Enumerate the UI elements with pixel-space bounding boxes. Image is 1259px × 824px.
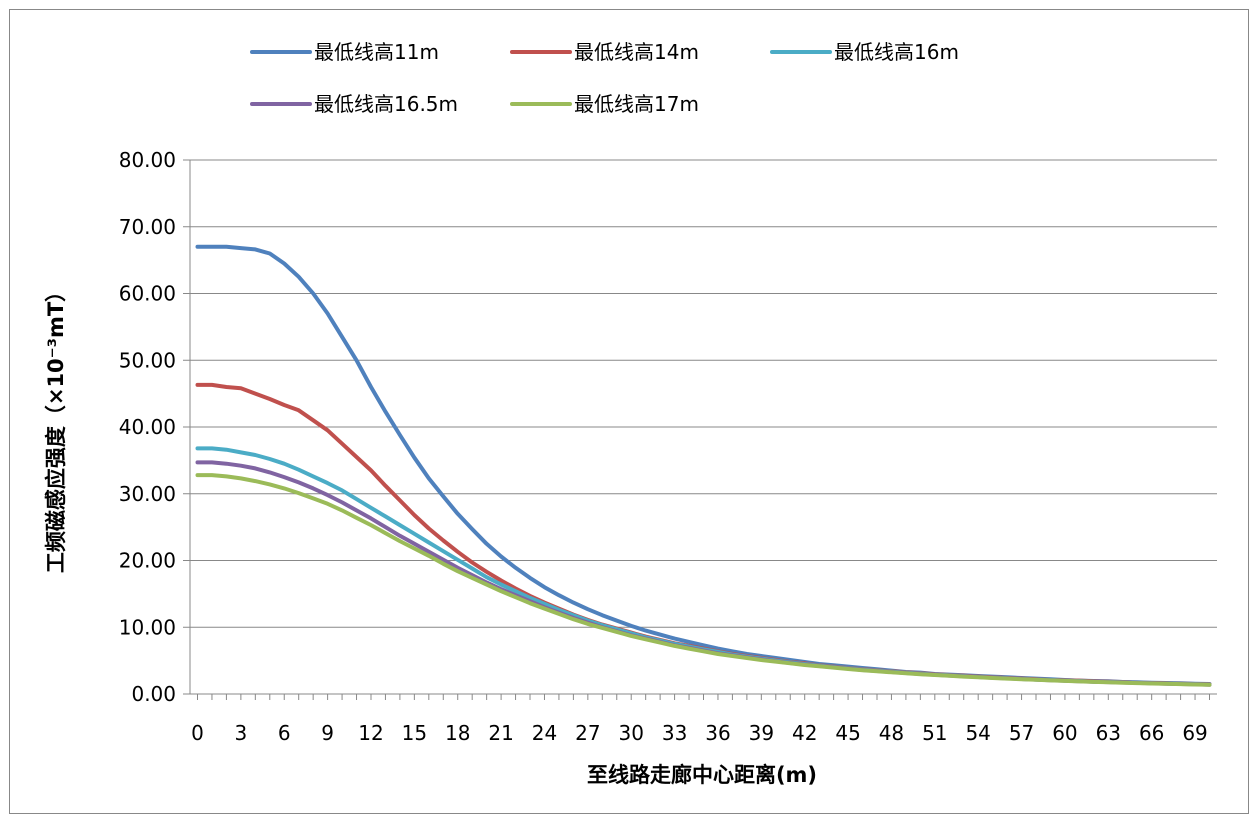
x-tick-label: 66 (1139, 721, 1164, 745)
x-tick-label: 63 (1096, 721, 1121, 745)
x-tick-label: 9 (321, 721, 334, 745)
x-tick-label: 69 (1182, 721, 1207, 745)
y-tick-label: 20.00 (119, 549, 176, 573)
x-tick-label: 36 (705, 721, 730, 745)
x-tick-label: 12 (358, 721, 383, 745)
y-tick-label: 80.00 (119, 148, 176, 172)
x-tick-label: 48 (879, 721, 904, 745)
y-tick-label: 10.00 (119, 615, 176, 639)
y-axis-title: 工频磁感应强度（×10⁻³mT） (44, 281, 68, 573)
gridlines (190, 159, 1217, 628)
y-tick-label: 70.00 (119, 215, 176, 239)
x-tick-label: 15 (402, 721, 427, 745)
x-tick-label: 18 (445, 721, 470, 745)
x-tick-label: 57 (1009, 721, 1034, 745)
legend: 最低线高11m 最低线高14m 最低线高16m 最低线高16.5m 最低线高17m (250, 40, 959, 116)
legend-label: 最低线高16.5m (314, 92, 458, 116)
y-tick-labels: 0.00 10.00 20.00 30.00 40.00 50.00 60.00 70.00 8… (119, 148, 176, 706)
series-line (195, 382, 1212, 687)
x-tick-label: 30 (618, 721, 643, 745)
y-tick-label: 60.00 (119, 282, 176, 306)
legend-label: 最低线高11m (314, 40, 439, 64)
x-tick-label: 42 (792, 721, 817, 745)
series-line (195, 244, 1212, 686)
x-tick-label: 54 (965, 721, 990, 745)
x-tick-label: 60 (1052, 721, 1077, 745)
legend-label: 最低线高17m (574, 92, 699, 116)
x-tick-label: 45 (835, 721, 860, 745)
x-tick-label: 51 (922, 721, 947, 745)
x-tick-label: 39 (749, 721, 774, 745)
legend-label: 最低线高14m (574, 40, 699, 64)
series-lines (195, 244, 1212, 687)
y-tick-label: 0.00 (131, 682, 176, 706)
legend-label: 最低线高16m (834, 40, 959, 64)
x-tick-label: 3 (235, 721, 248, 745)
x-axis-title: 至线路走廊中心距离(m) (587, 763, 817, 787)
x-tick-label: 0 (191, 721, 204, 745)
x-tick-label: 21 (488, 721, 513, 745)
y-tick-label: 40.00 (119, 415, 176, 439)
x-tick-label: 27 (575, 721, 600, 745)
x-tick-labels: 0 3 6 9 12 15 18 21 24 27 30 33 36 39 42 45 48 51 54 57 60 63… (191, 721, 1208, 745)
y-tick-label: 50.00 (119, 348, 176, 372)
x-tick-label: 6 (278, 721, 291, 745)
x-tick-label: 33 (662, 721, 687, 745)
y-tick-label: 30.00 (119, 482, 176, 506)
axes (183, 159, 1217, 700)
series-line (195, 473, 1212, 687)
x-tick-label: 24 (532, 721, 557, 745)
